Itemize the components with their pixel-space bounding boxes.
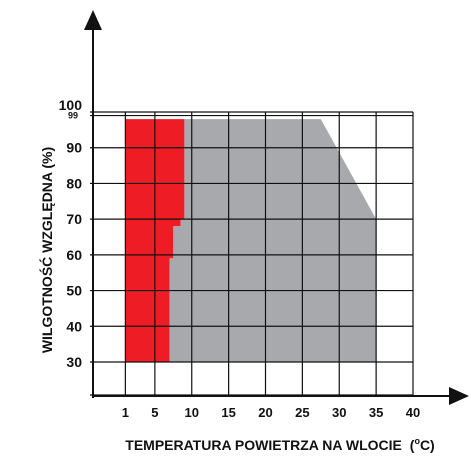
- y-tick-label: 90: [66, 140, 82, 156]
- axes-layer: [84, 10, 469, 405]
- y-tick-label: 80: [66, 175, 82, 191]
- y-axis-arrow: [84, 10, 102, 30]
- y-tick-label: 70: [66, 211, 82, 227]
- gray-region-area: [169, 119, 377, 362]
- x-tick-label: 5: [151, 405, 158, 420]
- x-tick-label: 20: [258, 405, 272, 420]
- x-tick-label: 10: [185, 405, 199, 420]
- y-tick-label: 30: [66, 354, 82, 370]
- y-tick-label: 40: [66, 318, 82, 334]
- x-axis-arrow: [449, 387, 469, 405]
- y-axis-title: WILGOTNOŚĆ WZGLĘDNA (%): [38, 147, 55, 353]
- y-tick-label: 99: [68, 111, 78, 121]
- x-tick-label: 1: [122, 405, 129, 420]
- grid-layer: [90, 111, 414, 396]
- x-tick-label: 25: [295, 405, 309, 420]
- x-tick-label: 35: [369, 405, 383, 420]
- regions-layer: [125, 119, 377, 362]
- x-tick-label: 30: [332, 405, 346, 420]
- x-tick-label: 40: [406, 405, 420, 420]
- y-tick-label: 100: [59, 97, 83, 113]
- x-axis-title: TEMPERATURA POWIETRZA NA WLOCIE (oC): [125, 436, 434, 453]
- x-tick-label: 15: [221, 405, 235, 420]
- y-tick-label: 50: [66, 283, 82, 299]
- y-tick-label: 60: [66, 247, 82, 263]
